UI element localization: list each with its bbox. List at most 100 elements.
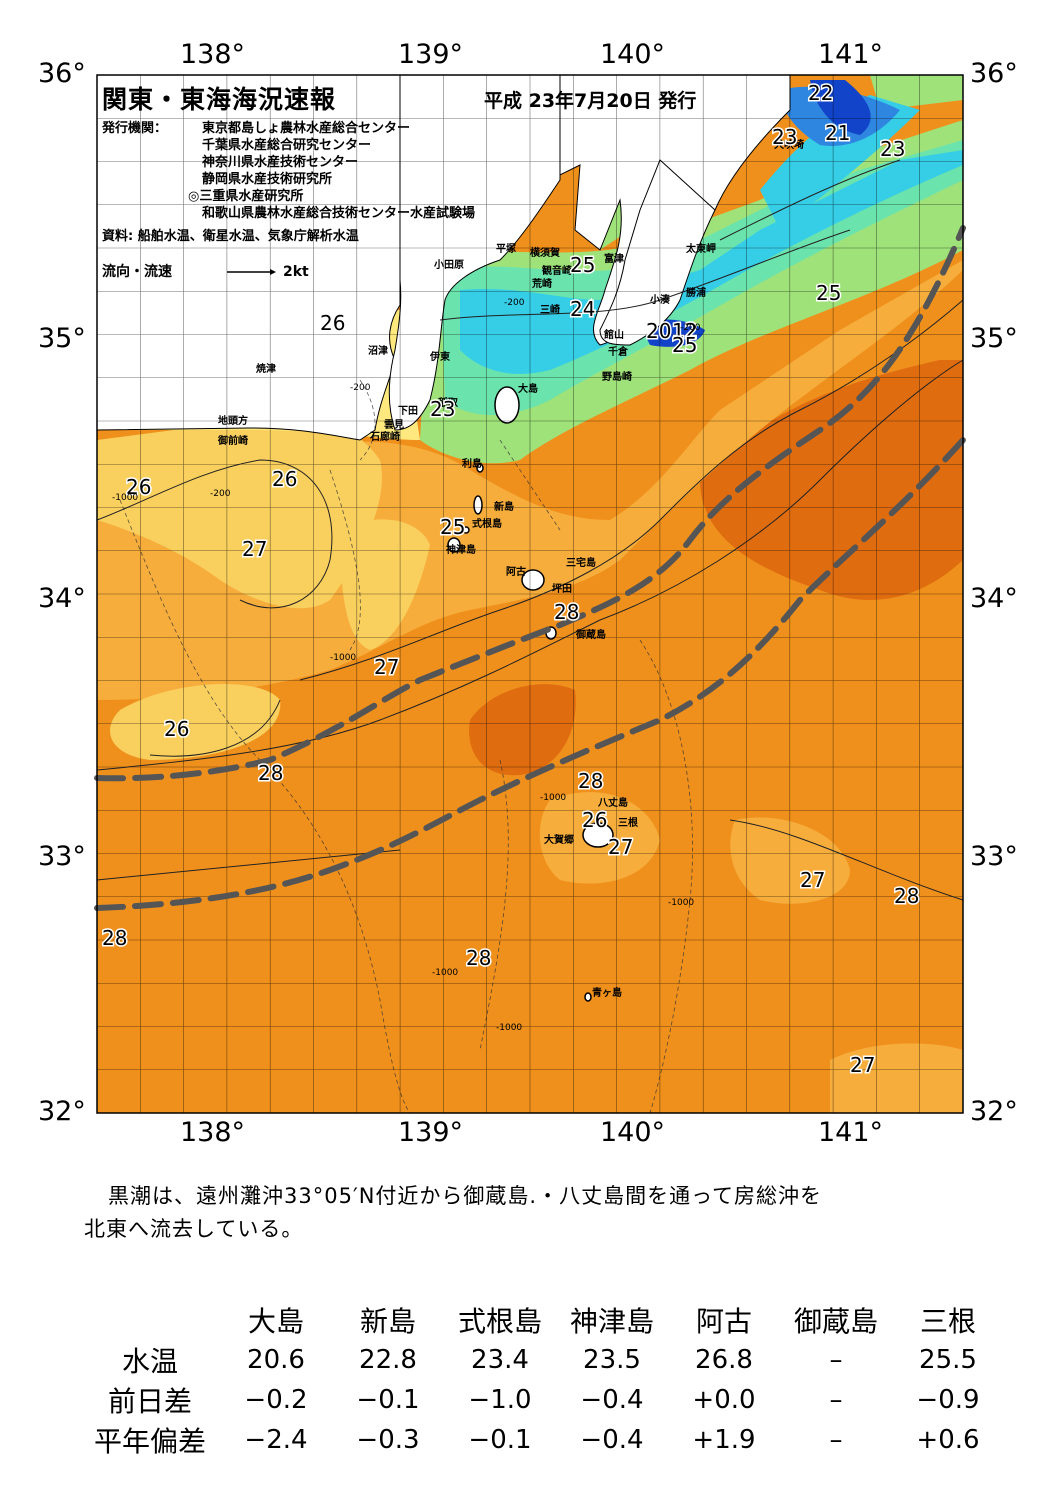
grid-lines (97, 75, 963, 1113)
isotherm-28-south (96, 819, 964, 901)
kuroshio-south-edge (94, 437, 966, 911)
depth-label: -1000 (496, 1023, 522, 1033)
cell: +0.6 (916, 1425, 980, 1455)
row-label: 水温 (121, 1345, 178, 1378)
station-stats-table: 大島 新島 式根島 神津島 阿古 御蔵島 三根 水温 20.6 22.8 23.… (80, 1300, 1004, 1460)
temperature-label: 21 (825, 121, 850, 145)
sea-area-20 (810, 80, 871, 135)
temperature-label: 23 (880, 137, 905, 161)
place-name: 地頭方 (218, 414, 248, 427)
place-name: 新島 (494, 500, 514, 513)
temperature-label: 26 (164, 717, 189, 741)
longitude-label: 141° (818, 39, 884, 70)
publisher-item: 和歌山県農林水産総合技術センター水産試験場 (202, 206, 476, 221)
row-label: 平年偏差 (93, 1425, 206, 1458)
cell: – (829, 1385, 843, 1415)
temperature-label: 25 (570, 253, 595, 277)
place-name: 小湊 (649, 293, 671, 306)
place-name: 三根 (618, 816, 638, 829)
station-oshima: 大島 (247, 1305, 304, 1338)
place-name: 観音崎 (542, 264, 572, 277)
summary-line-2: 北東へ流去している。 (84, 1217, 304, 1241)
place-name: 三宅島 (566, 556, 596, 569)
cell: −2.4 (244, 1425, 308, 1455)
place-name: 焼津 (256, 362, 276, 375)
place-name: 太東岬 (685, 242, 716, 255)
place-name: 犬吠埼 (774, 138, 804, 151)
place-name: 式根島 (472, 517, 502, 530)
current-legend-label: 流向・流速 (102, 264, 172, 280)
isotherms (96, 159, 964, 901)
place-name: 神津島 (446, 543, 476, 556)
sea-area-24-ne (870, 75, 963, 110)
land-izu (388, 74, 561, 431)
depth-contour-1000-south (479, 759, 509, 1051)
place-name: 八丈島 (597, 796, 628, 809)
temperature-label: 28 (466, 946, 491, 970)
temperature-label: 27 (374, 655, 399, 679)
sea-area-26-west (97, 417, 382, 609)
isotherm-23 (719, 159, 901, 241)
place-name: 御前崎 (217, 434, 248, 447)
island-shikinejima (462, 526, 470, 534)
depth-label: -1000 (432, 968, 458, 978)
cell: −0.3 (356, 1425, 420, 1455)
publisher-label: 発行機関： (102, 121, 168, 136)
land (96, 74, 791, 441)
depth-label: -1000 (540, 793, 566, 803)
temperature-label: 24 (570, 297, 595, 321)
longitude-label: 138° (180, 39, 246, 70)
sea-area-22 (460, 150, 963, 374)
isotherm-28 (96, 359, 964, 771)
temperature-label: 28 (102, 926, 127, 950)
map-title: 関東・東海海況速報 (102, 85, 337, 114)
longitude-label: 138° (180, 1117, 246, 1148)
place-name: 館山 (603, 328, 624, 341)
place-name: 小田原 (433, 258, 464, 271)
temperature-label: 27 (850, 1053, 875, 1077)
place-name: 大島 (518, 382, 538, 395)
island-oshima (494, 386, 520, 424)
place-name: 石廊崎 (369, 430, 400, 443)
temperature-label: 28 (554, 600, 579, 624)
island-niijima (473, 495, 483, 515)
land-honshu-west (96, 74, 401, 441)
isotherm-27 (299, 299, 964, 681)
place-name: 平塚 (496, 242, 516, 255)
temperature-label: 22 (808, 81, 833, 105)
place-name: 横須賀 (530, 246, 560, 259)
latitude-label: 33° (38, 841, 86, 872)
temperature-label: 23 (772, 125, 797, 149)
station-mikurajima: 御蔵島 (793, 1305, 878, 1338)
latitude-label: 33° (970, 841, 1018, 872)
longitude-label: 140° (600, 1117, 666, 1148)
cell: 20.6 (247, 1345, 305, 1375)
sea-area-27-se (830, 1043, 963, 1113)
data-source: 資料: 船舶水温、衛星水温、気象庁解析水温 (102, 229, 359, 244)
stats-row-temperature: 水温 20.6 22.8 23.4 23.5 26.8 – 25.5 (80, 1340, 1004, 1380)
depth-label: -1000 (112, 493, 138, 503)
place-name: 千倉 (608, 345, 629, 358)
cell: 22.8 (359, 1345, 417, 1375)
place-name: 坪田 (552, 582, 572, 595)
place-name: 利島 (462, 457, 482, 470)
cell: −0.1 (356, 1385, 420, 1415)
station-kozushima: 神津島 (569, 1305, 654, 1338)
place-name: 雲見 (384, 419, 404, 431)
cell: −0.4 (580, 1385, 644, 1415)
publisher-item: 静岡県水産技術研究所 (202, 172, 333, 187)
stats-row-anomaly: 平年偏差 −2.4 −0.3 −0.1 −0.4 +1.9 – +0.6 (80, 1420, 1004, 1460)
sea-area-29-central (469, 684, 576, 776)
station-niijima: 新島 (359, 1305, 416, 1338)
land-boso (599, 159, 716, 346)
depth-label: -1000 (330, 653, 356, 663)
publisher-item: 東京都島しょ農林水産総合センター (202, 121, 411, 136)
station-ako: 阿古 (695, 1305, 752, 1338)
cell: – (829, 1425, 843, 1455)
latitude-label: 36° (38, 58, 86, 89)
place-name: 大賀郷 (544, 833, 574, 846)
place-name: 荒崎 (531, 277, 552, 290)
temperature-label: 12 (672, 319, 697, 343)
summary-text: 黒潮は、遠州灘沖33°05′N付近から御蔵島.・八丈島間を通って房総沖を 北東へ… (84, 1180, 1024, 1246)
temperature-label: 26 (582, 808, 607, 832)
